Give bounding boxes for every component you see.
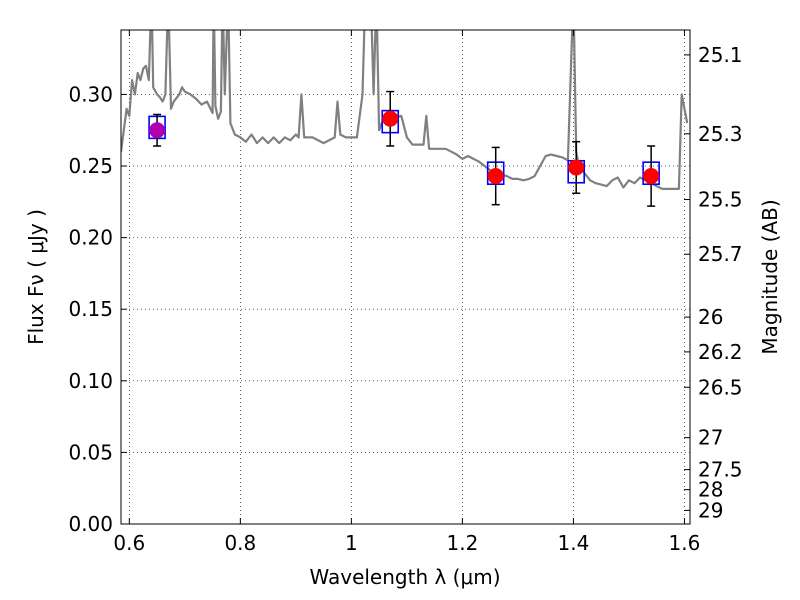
observed-flux-point xyxy=(643,168,660,185)
x-tick-label: 0.6 xyxy=(113,531,145,555)
y-tick-label: 0.05 xyxy=(68,440,113,464)
magnitude-tick-label: 26.2 xyxy=(698,340,743,364)
y-axis-label: Flux Fν ( μJy ) xyxy=(24,209,48,345)
x-axis-label: Wavelength λ (μm) xyxy=(309,565,500,589)
band-flux-boxes xyxy=(148,109,660,185)
magnitude-tick-label: 25.5 xyxy=(698,188,743,212)
y-tick-label: 0.15 xyxy=(68,297,113,321)
grid xyxy=(121,30,690,525)
magnitude-tick-label: 25.7 xyxy=(698,242,743,266)
observed-flux-point xyxy=(487,168,504,185)
magnitude-tick-label: 27.5 xyxy=(698,458,743,482)
y-tick-label: 0.00 xyxy=(68,512,113,536)
observed-points xyxy=(149,110,660,185)
x-tick-label: 1 xyxy=(345,531,358,555)
magnitude-tick-label: 25.1 xyxy=(698,43,743,67)
observed-flux-point xyxy=(382,110,399,127)
magnitude-tick-label: 27 xyxy=(698,426,723,450)
observed-flux-point xyxy=(149,122,166,139)
y-tick-label: 0.10 xyxy=(68,369,113,393)
magnitude-tick-label: 29 xyxy=(698,498,723,522)
axis-ticks: 0.6 0.8 1 1.2 1.4 1.6 0.00 0.05 0.10 0.15 0.20 0.25… xyxy=(68,30,743,555)
x-tick-label: 1.6 xyxy=(669,531,701,555)
magnitude-tick-label: 26 xyxy=(698,305,723,329)
x-tick-label: 1.4 xyxy=(558,531,590,555)
y-tick-label: 0.30 xyxy=(68,82,113,106)
observed-flux-point xyxy=(568,159,585,176)
x-tick-label: 1.2 xyxy=(446,531,478,555)
magnitude-tick-label: 25.3 xyxy=(698,122,743,146)
y-tick-label: 0.20 xyxy=(68,226,113,250)
y2-axis-label: Magnitude (AB) xyxy=(758,199,782,354)
y-tick-label: 0.25 xyxy=(68,154,113,178)
x-tick-label: 0.8 xyxy=(224,531,256,555)
error-bars xyxy=(153,90,656,207)
plot-frame xyxy=(120,29,691,525)
magnitude-tick-label: 26.5 xyxy=(698,375,743,399)
magnitude-tick-label: 28 xyxy=(698,478,723,502)
